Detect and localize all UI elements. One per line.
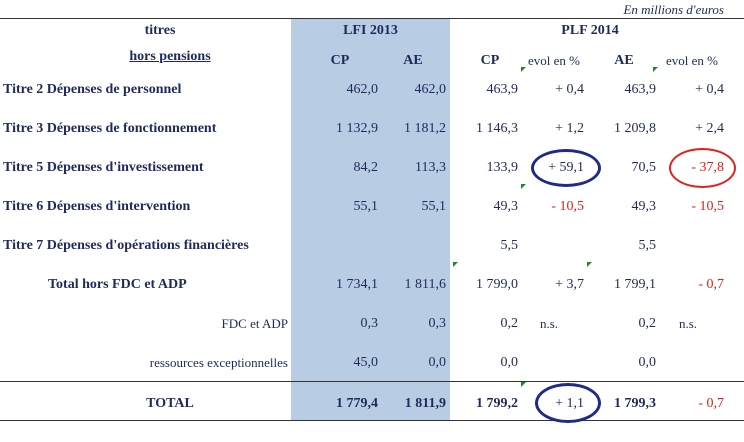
- header-lfi: LFI 2013: [343, 23, 398, 38]
- plf-ae-value: 0,2: [638, 316, 657, 331]
- evol-ae-value: - 10,5: [691, 199, 724, 214]
- evol-cp-value: n.s.: [540, 316, 559, 331]
- bottom-rule: [0, 420, 744, 421]
- lfi-cp-value: 1 132,9: [336, 121, 378, 136]
- row-label: Total hors FDC et ADP: [48, 277, 187, 292]
- plf-cp-value: 0,2: [500, 316, 519, 331]
- comment-marker: [521, 67, 526, 72]
- plf-ae-value: 49,3: [631, 199, 657, 214]
- plf-ae-value: 5,5: [638, 238, 657, 253]
- lfi-ae-value: 462,0: [414, 82, 447, 97]
- plf-cp-value: 1 799,2: [476, 396, 518, 411]
- comment-marker: [453, 262, 458, 267]
- lfi-column-band: [291, 18, 450, 420]
- lfi-ae-value: 1 181,2: [404, 121, 446, 136]
- header-hors-pensions: hors pensions: [129, 49, 211, 64]
- header-evol-ae: evol en %: [666, 53, 718, 68]
- row-label: TOTAL: [146, 396, 194, 411]
- lfi-ae-value: 0,0: [428, 355, 447, 370]
- highlight-oval-total: [535, 383, 601, 423]
- row-label: Titre 7 Dépenses d'opérations financière…: [3, 238, 249, 253]
- header-evol-cp: evol en %: [528, 53, 580, 68]
- comment-marker: [521, 382, 526, 387]
- highlight-oval-negative: [669, 148, 736, 188]
- highlight-oval-positive: [531, 149, 601, 187]
- evol-cp-value: + 1,2: [555, 121, 584, 136]
- top-rule: [0, 18, 744, 19]
- plf-cp-value: 1 146,3: [476, 121, 518, 136]
- comment-marker: [587, 262, 592, 267]
- plf-ae-value: 70,5: [631, 160, 657, 175]
- evol-cp-value: + 3,7: [555, 277, 584, 292]
- lfi-ae-value: 55,1: [421, 199, 447, 214]
- plf-cp-value: 49,3: [493, 199, 519, 214]
- header-plf: PLF 2014: [561, 23, 619, 38]
- header-lfi-cp: CP: [330, 53, 350, 68]
- evol-cp-value: + 0,4: [555, 82, 584, 97]
- evol-ae-value: + 2,4: [695, 121, 724, 136]
- row-label: Titre 6 Dépenses d'intervention: [3, 199, 191, 214]
- lfi-ae-value: 1 811,9: [404, 396, 446, 411]
- lfi-cp-value: 55,1: [353, 199, 379, 214]
- plf-ae-value: 1 799,1: [614, 277, 656, 292]
- total-rule: [0, 381, 744, 382]
- lfi-cp-value: 1 779,4: [336, 396, 378, 411]
- row-label: Titre 3 Dépenses de fonctionnement: [3, 121, 217, 136]
- plf-cp-value: 463,9: [486, 82, 519, 97]
- comment-marker: [653, 67, 658, 72]
- plf-cp-value: 133,9: [486, 160, 519, 175]
- lfi-cp-value: 84,2: [353, 160, 379, 175]
- evol-ae-value: n.s.: [679, 316, 698, 331]
- evol-cp-value: - 10,5: [551, 199, 584, 214]
- lfi-cp-value: 462,0: [346, 82, 379, 97]
- lfi-ae-value: 0,3: [428, 316, 447, 331]
- row-label: Titre 2 Dépenses de personnel: [3, 82, 182, 97]
- lfi-cp-value: 1 734,1: [336, 277, 378, 292]
- plf-cp-value: 0,0: [500, 355, 519, 370]
- lfi-ae-value: 1 811,6: [404, 277, 446, 292]
- header-plf-ae: AE: [614, 53, 634, 68]
- row-label: FDC et ADP: [221, 316, 288, 331]
- lfi-ae-value: 113,3: [415, 160, 446, 175]
- comment-marker: [521, 184, 526, 189]
- row-label: ressources exceptionnelles: [149, 355, 288, 370]
- lfi-cp-value: 45,0: [353, 355, 379, 370]
- plf-ae-value: 1 799,3: [614, 396, 656, 411]
- unit-label: En millions d'euros: [623, 2, 724, 17]
- plf-ae-value: 463,9: [624, 82, 657, 97]
- evol-ae-value: - 0,7: [698, 396, 724, 411]
- row-label: Titre 5 Dépenses d'investissement: [3, 160, 204, 175]
- plf-cp-value: 5,5: [500, 238, 519, 253]
- lfi-cp-value: 0,3: [360, 316, 379, 331]
- plf-cp-value: 1 799,0: [476, 277, 518, 292]
- evol-ae-value: + 0,4: [695, 82, 724, 97]
- evol-ae-value: - 0,7: [698, 277, 724, 292]
- plf-ae-value: 1 209,8: [614, 121, 656, 136]
- header-lfi-ae: AE: [403, 53, 423, 68]
- plf-ae-value: 0,0: [638, 355, 657, 370]
- header-plf-cp: CP: [480, 53, 500, 68]
- header-titres: titres: [144, 23, 176, 38]
